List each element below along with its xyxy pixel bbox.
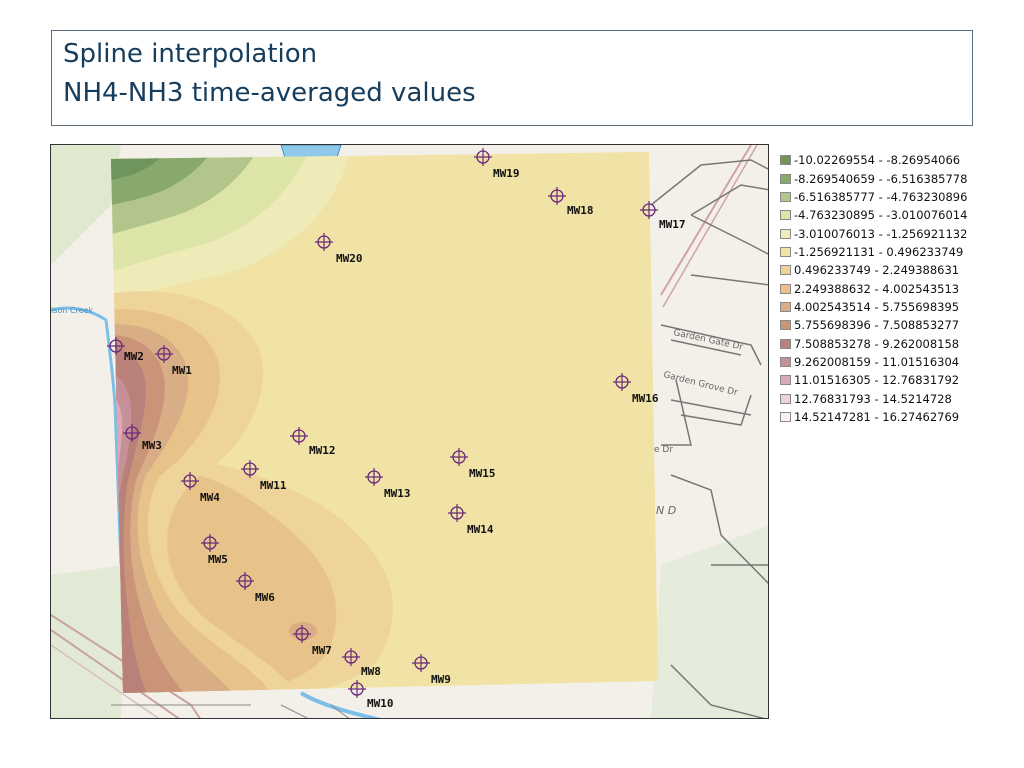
legend-label: 14.52147281 - 16.27462769 bbox=[794, 410, 959, 424]
well-label: MW19 bbox=[493, 167, 520, 180]
legend-label: -10.02269554 - -8.26954066 bbox=[794, 153, 960, 167]
legend-swatch bbox=[780, 412, 791, 422]
well-label: MW6 bbox=[255, 591, 275, 604]
well-label: MW18 bbox=[567, 204, 594, 217]
legend-item: 2.249388632 - 4.002543513 bbox=[780, 279, 1016, 297]
well-label: MW7 bbox=[312, 644, 332, 657]
legend-swatch bbox=[780, 174, 791, 184]
legend-swatch bbox=[780, 357, 791, 367]
legend-item: 9.262008159 - 11.01516304 bbox=[780, 353, 1016, 371]
legend-swatch bbox=[780, 265, 791, 275]
well-label: MW17 bbox=[659, 218, 686, 231]
well-label: MW11 bbox=[260, 479, 287, 492]
legend-label: 2.249388632 - 4.002543513 bbox=[794, 282, 959, 296]
well-label: MW13 bbox=[384, 487, 411, 500]
legend-swatch bbox=[780, 375, 791, 385]
legend: -10.02269554 - -8.26954066 -8.269540659 -… bbox=[780, 151, 1016, 426]
legend-item: 11.01516305 - 12.76831792 bbox=[780, 371, 1016, 389]
well-label: MW12 bbox=[309, 444, 336, 457]
legend-item: -10.02269554 - -8.26954066 bbox=[780, 151, 1016, 169]
legend-item: -3.010076013 - -1.256921132 bbox=[780, 224, 1016, 242]
legend-swatch bbox=[780, 284, 791, 294]
legend-label: -3.010076013 - -1.256921132 bbox=[794, 227, 967, 241]
legend-label: 0.496233749 - 2.249388631 bbox=[794, 263, 959, 277]
map-canvas: Garden Gate Dr Garden Grove Dr e Dr N D … bbox=[51, 145, 769, 719]
legend-item: -4.763230895 - -3.010076014 bbox=[780, 206, 1016, 224]
legend-swatch bbox=[780, 210, 791, 220]
well-label: MW14 bbox=[467, 523, 494, 536]
legend-item: 5.755698396 - 7.508853277 bbox=[780, 316, 1016, 334]
legend-label: 5.755698396 - 7.508853277 bbox=[794, 318, 959, 332]
well-label: MW15 bbox=[469, 467, 496, 480]
legend-label: 11.01516305 - 12.76831792 bbox=[794, 373, 959, 387]
legend-label: -8.269540659 - -6.516385778 bbox=[794, 172, 967, 186]
legend-item: 7.508853278 - 9.262008158 bbox=[780, 334, 1016, 352]
legend-item: -6.516385777 - -4.763230896 bbox=[780, 188, 1016, 206]
legend-item: 0.496233749 - 2.249388631 bbox=[780, 261, 1016, 279]
legend-label: 9.262008159 - 11.01516304 bbox=[794, 355, 959, 369]
legend-swatch bbox=[780, 192, 791, 202]
legend-label: 4.002543514 - 5.755698395 bbox=[794, 300, 959, 314]
legend-item: -8.269540659 - -6.516385778 bbox=[780, 169, 1016, 187]
legend-label: 12.76831793 - 14.5214728 bbox=[794, 392, 952, 406]
well-label: MW3 bbox=[142, 439, 162, 452]
legend-swatch bbox=[780, 394, 791, 404]
street-label-partial-dr: e Dr bbox=[654, 445, 673, 455]
legend-item: -1.256921131 - 0.496233749 bbox=[780, 243, 1016, 261]
legend-label: -6.516385777 - -4.763230896 bbox=[794, 190, 967, 204]
well-label: MW9 bbox=[431, 673, 451, 686]
well-label: MW16 bbox=[632, 392, 659, 405]
street-label-n-d: N D bbox=[656, 504, 676, 517]
legend-label: 7.508853278 - 9.262008158 bbox=[794, 337, 959, 351]
legend-item: 14.52147281 - 16.27462769 bbox=[780, 408, 1016, 426]
legend-label: -1.256921131 - 0.496233749 bbox=[794, 245, 963, 259]
interpolation-map[interactable]: Garden Gate Dr Garden Grove Dr e Dr N D … bbox=[50, 144, 769, 719]
well-label: MW20 bbox=[336, 252, 363, 265]
legend-swatch bbox=[780, 302, 791, 312]
legend-label: -4.763230895 - -3.010076014 bbox=[794, 208, 967, 222]
slide-title-box: Spline interpolation NH4-NH3 time-averag… bbox=[51, 30, 973, 126]
legend-swatch bbox=[780, 229, 791, 239]
legend-swatch bbox=[780, 320, 791, 330]
creek-label: ison Creek bbox=[51, 306, 93, 315]
legend-item: 12.76831793 - 14.5214728 bbox=[780, 389, 1016, 407]
slide-title-line-1: Spline interpolation bbox=[63, 39, 317, 69]
legend-swatch bbox=[780, 247, 791, 257]
well-label: MW8 bbox=[361, 665, 381, 678]
legend-swatch bbox=[780, 155, 791, 165]
slide-title-line-2: NH4-NH3 time-averaged values bbox=[63, 78, 476, 108]
well-label: MW10 bbox=[367, 697, 394, 710]
well-label: MW2 bbox=[124, 350, 144, 363]
well-label: MW1 bbox=[172, 364, 192, 377]
legend-swatch bbox=[780, 339, 791, 349]
well-label: MW4 bbox=[200, 491, 220, 504]
well-label: MW5 bbox=[208, 553, 228, 566]
legend-item: 4.002543514 - 5.755698395 bbox=[780, 298, 1016, 316]
